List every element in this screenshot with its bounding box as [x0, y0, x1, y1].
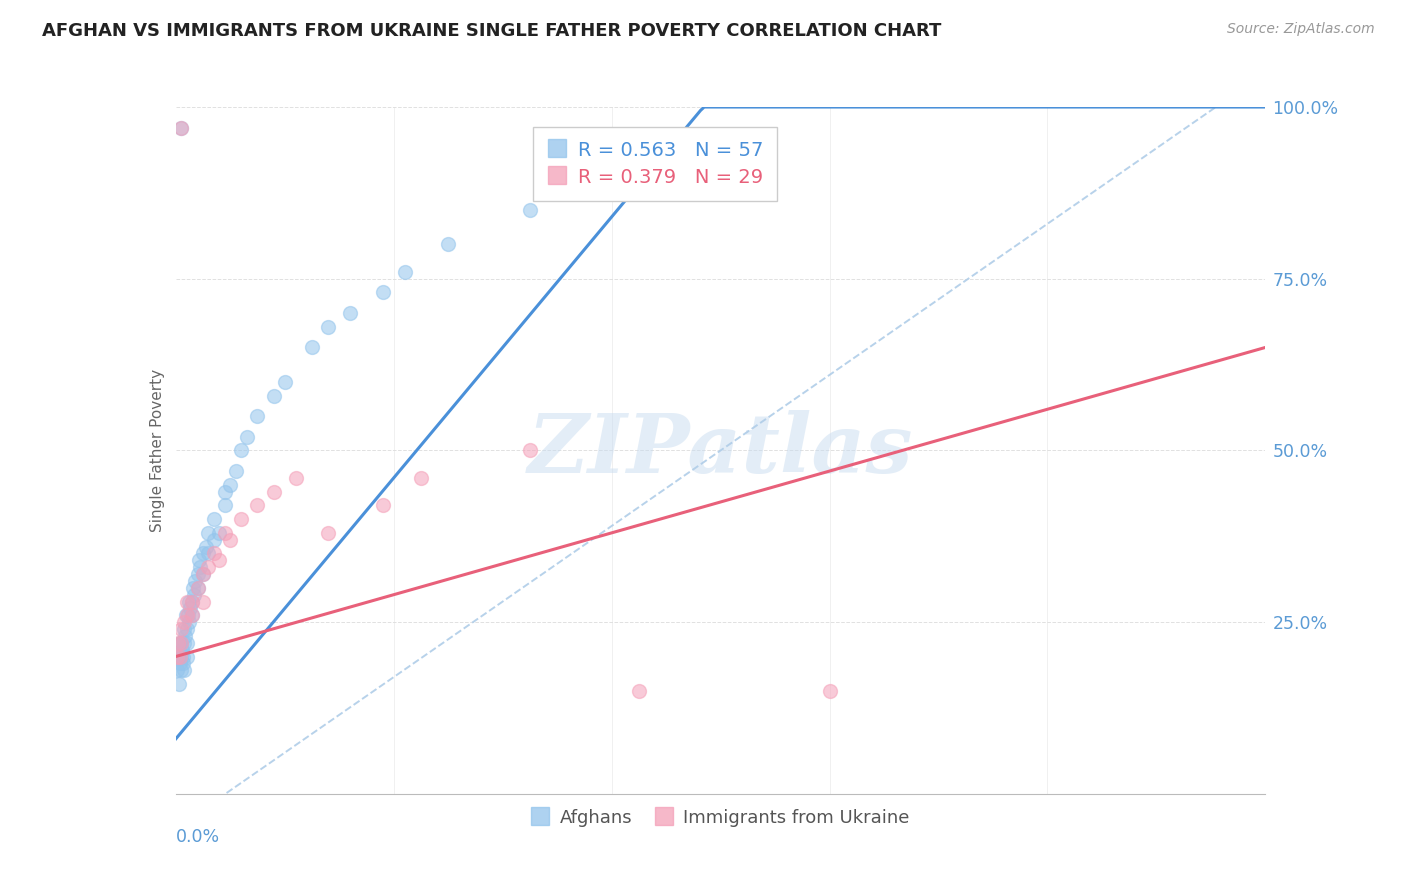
Point	[184, 574, 207, 588]
Point	[214, 525, 236, 540]
Point	[167, 677, 190, 691]
Point	[437, 237, 460, 252]
Point	[274, 375, 297, 389]
Point	[246, 409, 269, 423]
Point	[177, 608, 200, 623]
Point	[187, 553, 209, 567]
Point	[214, 484, 236, 499]
Point	[191, 546, 214, 561]
Point	[371, 499, 394, 513]
Point	[219, 478, 242, 492]
Point	[179, 601, 201, 615]
Point	[191, 567, 214, 582]
Point	[371, 285, 394, 300]
Point	[176, 622, 198, 636]
Point	[231, 443, 253, 458]
Text: Source: ZipAtlas.com: Source: ZipAtlas.com	[1227, 22, 1375, 37]
Point	[394, 265, 416, 279]
Point	[186, 567, 209, 582]
Point	[181, 581, 204, 595]
Point	[339, 306, 361, 320]
Point	[177, 594, 200, 608]
Point	[181, 594, 204, 608]
Point	[173, 615, 195, 630]
Point	[263, 388, 285, 402]
Point	[627, 683, 650, 698]
Y-axis label: Single Father Poverty: Single Father Poverty	[149, 369, 165, 532]
Point	[170, 120, 193, 135]
Point	[173, 636, 195, 650]
Point	[170, 636, 193, 650]
Point	[167, 636, 190, 650]
Point	[284, 471, 307, 485]
Point	[166, 649, 188, 664]
Point	[235, 430, 257, 444]
Point	[170, 636, 193, 650]
Point	[170, 649, 193, 664]
Point	[176, 594, 198, 608]
Point	[191, 567, 214, 582]
Point	[197, 546, 219, 561]
Point	[263, 484, 285, 499]
Text: 0.0%: 0.0%	[176, 828, 219, 847]
Point	[173, 663, 195, 677]
Point	[818, 683, 841, 698]
Point	[194, 540, 217, 554]
Legend: Afghans, Immigrants from Ukraine: Afghans, Immigrants from Ukraine	[522, 800, 920, 837]
Point	[181, 594, 204, 608]
Point	[191, 594, 214, 608]
Point	[219, 533, 242, 547]
Point	[301, 340, 323, 354]
Point	[519, 203, 541, 218]
Point	[197, 560, 219, 574]
Point	[166, 663, 188, 677]
Point	[169, 636, 191, 650]
Point	[208, 525, 231, 540]
Point	[202, 546, 225, 561]
Point	[186, 581, 209, 595]
Point	[170, 663, 193, 677]
Point	[202, 533, 225, 547]
Point	[318, 319, 340, 334]
Text: AFGHAN VS IMMIGRANTS FROM UKRAINE SINGLE FATHER POVERTY CORRELATION CHART: AFGHAN VS IMMIGRANTS FROM UKRAINE SINGLE…	[42, 22, 942, 40]
Point	[181, 608, 204, 623]
Point	[167, 649, 190, 664]
Point	[183, 588, 205, 602]
Point	[172, 649, 194, 664]
Point	[225, 464, 247, 478]
Point	[174, 608, 197, 623]
Point	[519, 443, 541, 458]
Point	[174, 629, 197, 643]
Point	[169, 657, 191, 671]
Point	[172, 657, 194, 671]
Point	[176, 608, 198, 623]
Point	[231, 512, 253, 526]
Point	[169, 649, 191, 664]
Point	[172, 642, 194, 657]
Point	[202, 512, 225, 526]
Point	[188, 560, 211, 574]
Point	[214, 499, 236, 513]
Point	[409, 471, 432, 485]
Point	[173, 622, 195, 636]
Point	[246, 499, 269, 513]
Text: ZIPatlas: ZIPatlas	[527, 410, 914, 491]
Point	[176, 636, 198, 650]
Point	[170, 622, 193, 636]
Point	[181, 608, 204, 623]
Point	[176, 649, 198, 664]
Point	[179, 615, 201, 630]
Point	[318, 525, 340, 540]
Point	[197, 525, 219, 540]
Point	[208, 553, 231, 567]
Point	[186, 581, 209, 595]
Point	[170, 120, 193, 135]
